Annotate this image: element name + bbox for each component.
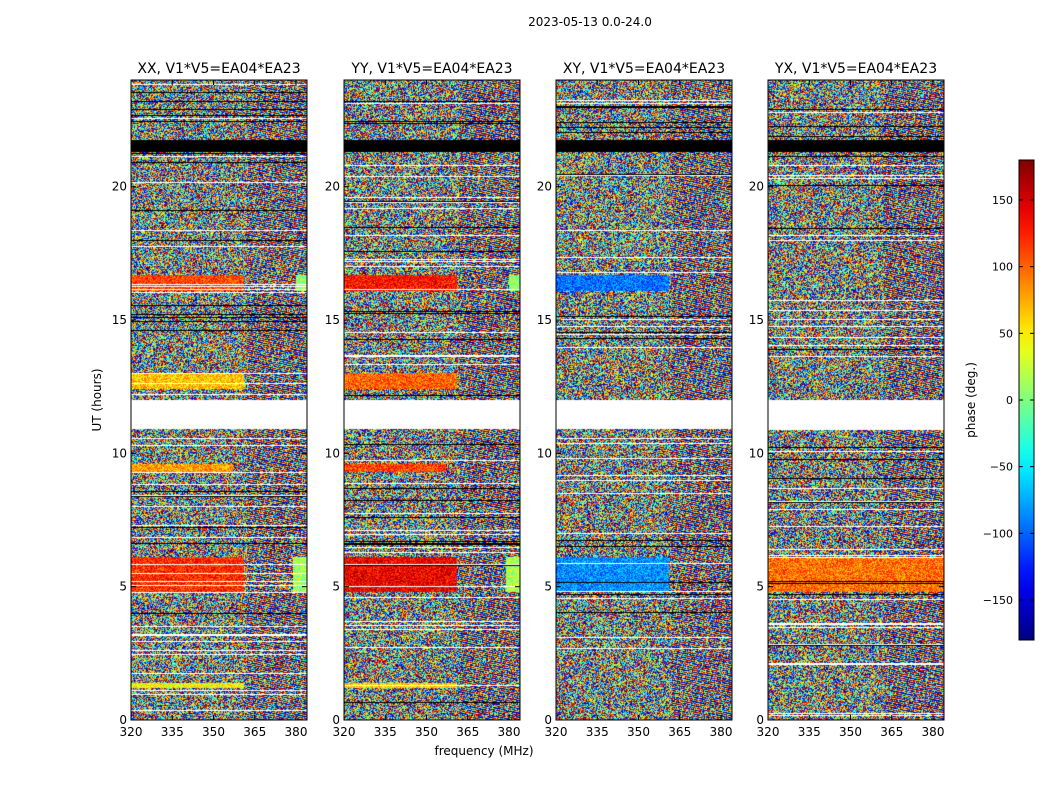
y-tick-label: 0 bbox=[544, 713, 552, 727]
y-tick-label: 5 bbox=[332, 580, 340, 594]
x-axis-label: frequency (MHz) bbox=[434, 744, 533, 758]
colorbar-tick-label: 0 bbox=[1006, 394, 1013, 407]
y-tick-label: 10 bbox=[325, 446, 340, 460]
y-tick-label: 10 bbox=[112, 446, 127, 460]
x-tick-label: 380 bbox=[922, 725, 945, 739]
colorbar: −150 −100 −50 0 50 100 150 bbox=[983, 159, 1035, 641]
x-tick-label: 350 bbox=[415, 725, 438, 739]
y-tick-label: 20 bbox=[112, 180, 127, 194]
y-tick-label: 10 bbox=[749, 446, 764, 460]
x-tick-label: 335 bbox=[586, 725, 609, 739]
x-tick-label: 335 bbox=[374, 725, 397, 739]
y-axis-label: UT (hours) bbox=[90, 368, 104, 431]
y-tick-label: 0 bbox=[332, 713, 340, 727]
figure-suptitle: 2023-05-13 0.0-24.0 bbox=[528, 15, 652, 29]
y-tick-label: 5 bbox=[119, 580, 127, 594]
x-tick-label: 380 bbox=[285, 725, 308, 739]
x-tick-label: 365 bbox=[880, 725, 903, 739]
x-tick-label: 350 bbox=[202, 725, 225, 739]
colorbar-tick-label: −50 bbox=[990, 461, 1013, 474]
x-tick-label: 320 bbox=[757, 725, 780, 739]
colorbar-tick-label: 100 bbox=[992, 261, 1013, 274]
plot-frame bbox=[555, 79, 733, 721]
plot-frame bbox=[767, 79, 945, 721]
plot-frame bbox=[130, 79, 308, 721]
panel-3: XY, V1*V5=EA04*EA23 320 335 350 365 380 0 5 10 15… bbox=[537, 61, 733, 739]
panel-2: YY, V1*V5=EA04*EA23 320 335 350 365 380 0 5 10 15… bbox=[325, 61, 521, 739]
x-tick-label: 350 bbox=[839, 725, 862, 739]
x-tick-label: 380 bbox=[498, 725, 521, 739]
y-tick-label: 20 bbox=[325, 180, 340, 194]
y-tick-label: 15 bbox=[749, 313, 764, 327]
colorbar-tick-label: 150 bbox=[992, 194, 1013, 207]
y-tick-label: 5 bbox=[544, 580, 552, 594]
y-tick-label: 20 bbox=[749, 180, 764, 194]
y-tick-label: 20 bbox=[537, 180, 552, 194]
heatmap-image bbox=[131, 80, 307, 720]
colorbar-label: phase (deg.) bbox=[964, 362, 978, 438]
y-tick-label: 5 bbox=[756, 580, 764, 594]
heatmap-image bbox=[344, 80, 520, 720]
x-tick-label: 320 bbox=[120, 725, 143, 739]
x-tick-label: 380 bbox=[710, 725, 733, 739]
panel-title: XX, V1*V5=EA04*EA23 bbox=[137, 61, 300, 77]
y-tick-label: 10 bbox=[537, 446, 552, 460]
y-tick-label: 15 bbox=[112, 313, 127, 327]
colorbar-tick-label: −100 bbox=[983, 527, 1013, 540]
panel-title: XY, V1*V5=EA04*EA23 bbox=[563, 61, 725, 77]
x-tick-label: 350 bbox=[627, 725, 650, 739]
y-tick-label: 15 bbox=[325, 313, 340, 327]
y-tick-label: 0 bbox=[756, 713, 764, 727]
colorbar-tick-label: −150 bbox=[983, 594, 1013, 607]
heatmap-image bbox=[768, 80, 944, 720]
panel-title: YY, V1*V5=EA04*EA23 bbox=[350, 61, 512, 77]
panel-1: XX, V1*V5=EA04*EA23 320 335 350 365 380 0 5 10 15… bbox=[112, 61, 308, 739]
panel-4: YX, V1*V5=EA04*EA23 320 335 350 365 380 0 5 10 15… bbox=[749, 61, 945, 739]
x-tick-label: 365 bbox=[668, 725, 691, 739]
plot-frame bbox=[343, 79, 521, 721]
x-tick-label: 365 bbox=[456, 725, 479, 739]
y-tick-label: 0 bbox=[119, 713, 127, 727]
x-tick-label: 335 bbox=[798, 725, 821, 739]
heatmap-image bbox=[556, 80, 732, 720]
x-tick-label: 365 bbox=[243, 725, 266, 739]
x-tick-label: 320 bbox=[333, 725, 356, 739]
panel-title: YX, V1*V5=EA04*EA23 bbox=[774, 61, 937, 77]
x-tick-label: 335 bbox=[161, 725, 184, 739]
y-tick-label: 15 bbox=[537, 313, 552, 327]
x-tick-label: 320 bbox=[545, 725, 568, 739]
panels-group: XX, V1*V5=EA04*EA23 320 335 350 365 380 0 5 10 15… bbox=[112, 61, 945, 739]
colorbar-tick-label: 50 bbox=[999, 327, 1013, 340]
